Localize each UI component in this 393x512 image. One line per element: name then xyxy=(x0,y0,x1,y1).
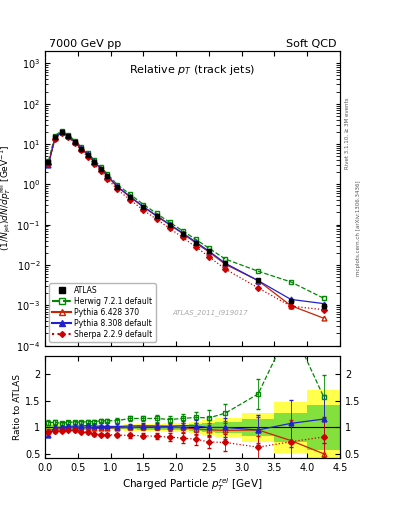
Text: Rivet 3.1.10, ≥ 3M events: Rivet 3.1.10, ≥ 3M events xyxy=(345,98,350,169)
Text: Relative $p_T$ (track jets): Relative $p_T$ (track jets) xyxy=(129,63,256,77)
Text: ATLAS_2011_I919017: ATLAS_2011_I919017 xyxy=(173,309,248,316)
Y-axis label: Ratio to ATLAS: Ratio to ATLAS xyxy=(13,374,22,440)
Y-axis label: $(1/N_\mathrm{jet})dN/dp_T^\mathrm{rel}$ [GeV$^{-1}$]: $(1/N_\mathrm{jet})dN/dp_T^\mathrm{rel}$… xyxy=(0,145,13,251)
Text: 7000 GeV pp: 7000 GeV pp xyxy=(49,38,121,49)
Text: Soft QCD: Soft QCD xyxy=(286,38,336,49)
Legend: ATLAS, Herwig 7.2.1 default, Pythia 6.428 370, Pythia 8.308 default, Sherpa 2.2.: ATLAS, Herwig 7.2.1 default, Pythia 6.42… xyxy=(49,283,156,342)
X-axis label: Charged Particle $p_T^{rel}$ [GeV]: Charged Particle $p_T^{rel}$ [GeV] xyxy=(122,476,263,493)
Text: mcplots.cern.ch [arXiv:1306.3436]: mcplots.cern.ch [arXiv:1306.3436] xyxy=(356,180,361,275)
